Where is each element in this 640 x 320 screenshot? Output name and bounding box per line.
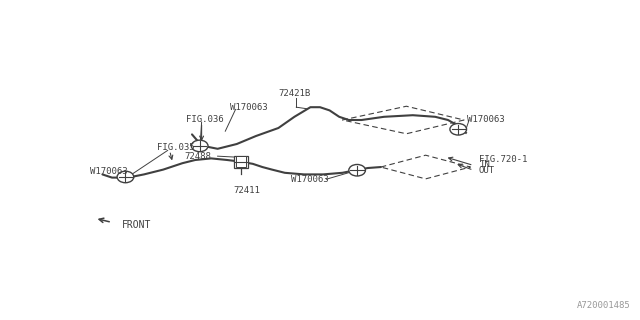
Text: W170063: W170063 bbox=[230, 103, 268, 112]
Text: FIG.035: FIG.035 bbox=[157, 143, 195, 152]
Text: W170063: W170063 bbox=[90, 167, 127, 176]
Text: FIG.720-1: FIG.720-1 bbox=[479, 155, 527, 164]
Text: 72421B: 72421B bbox=[278, 89, 310, 98]
Text: OUT: OUT bbox=[479, 166, 495, 175]
Text: W170063: W170063 bbox=[467, 116, 505, 124]
Ellipse shape bbox=[450, 124, 467, 135]
Text: FIG.036: FIG.036 bbox=[186, 116, 223, 124]
Text: 72488: 72488 bbox=[184, 152, 211, 161]
Ellipse shape bbox=[349, 164, 365, 176]
Bar bbox=[236, 156, 246, 167]
Ellipse shape bbox=[191, 140, 208, 152]
Text: 72411: 72411 bbox=[233, 186, 260, 195]
Text: A720001485: A720001485 bbox=[577, 301, 630, 310]
Text: FRONT: FRONT bbox=[122, 220, 151, 230]
Ellipse shape bbox=[117, 171, 134, 183]
Bar bbox=[234, 156, 248, 168]
Text: IN: IN bbox=[479, 160, 490, 169]
Text: W170063: W170063 bbox=[291, 175, 329, 184]
